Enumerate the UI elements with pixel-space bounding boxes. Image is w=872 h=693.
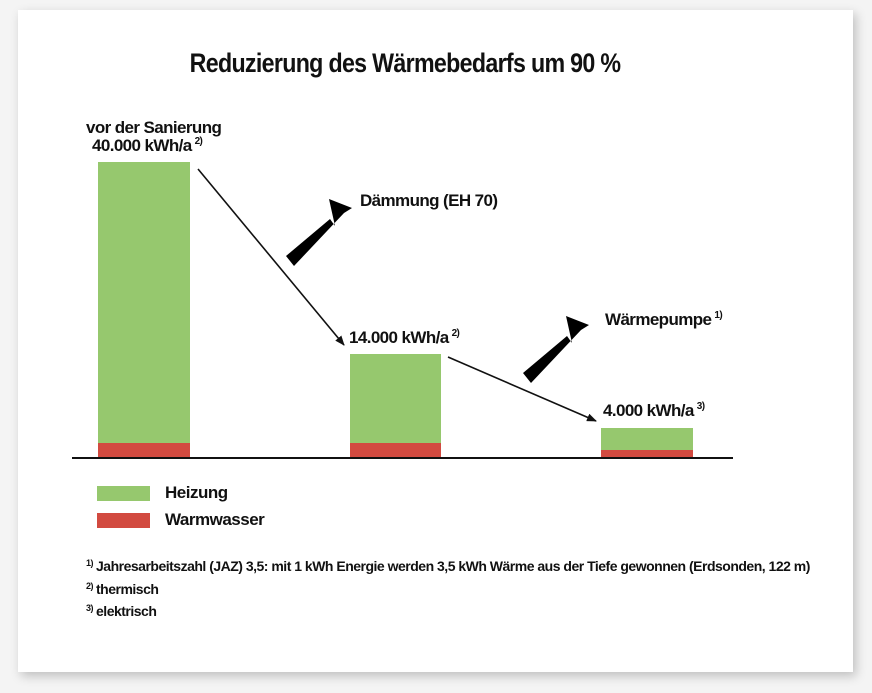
- chart-title: Reduzierung des Wärmebedarfs um 90 %: [189, 48, 621, 78]
- connector-arrow-1: [197, 168, 345, 346]
- legend-swatch-heizung: [97, 486, 150, 501]
- bar-2-heizung: [350, 354, 441, 443]
- bar-2-warmwasser: [350, 443, 441, 458]
- bar-2-value-label: 14.000 kWh/a 2): [349, 328, 460, 347]
- thick-arrow-icon-2: [523, 316, 589, 383]
- bar-1-heizung: [98, 162, 190, 443]
- connector-arrow-2: [447, 356, 597, 422]
- legend-label-heizung: Heizung: [165, 483, 228, 502]
- bar-1-category-label: vor der Sanierung: [86, 118, 222, 137]
- thick-arrow-icon-1: [286, 199, 352, 266]
- legend-swatch-warmwasser: [97, 513, 150, 528]
- x-axis-baseline: [72, 457, 733, 459]
- bar-1-value-label: 40.000 kWh/a 2): [92, 136, 203, 155]
- footnote-3: 3) elektrisch: [86, 603, 157, 619]
- bar-3-warmwasser: [601, 450, 693, 458]
- bar-1-warmwasser: [98, 443, 190, 458]
- footnote-1: 1) Jahresarbeitszahl (JAZ) 3,5: mit 1 kWh…: [86, 558, 810, 574]
- footnote-2: 2) thermisch: [86, 581, 159, 597]
- measure-label-waermepumpe: Wärmepumpe 1): [605, 310, 723, 329]
- legend-label-warmwasser: Warmwasser: [165, 510, 265, 529]
- bar-3-value-label: 4.000 kWh/a 3): [603, 401, 705, 420]
- bar-3-heizung: [601, 428, 693, 450]
- measure-label-daemmung: Dämmung (EH 70): [360, 191, 498, 210]
